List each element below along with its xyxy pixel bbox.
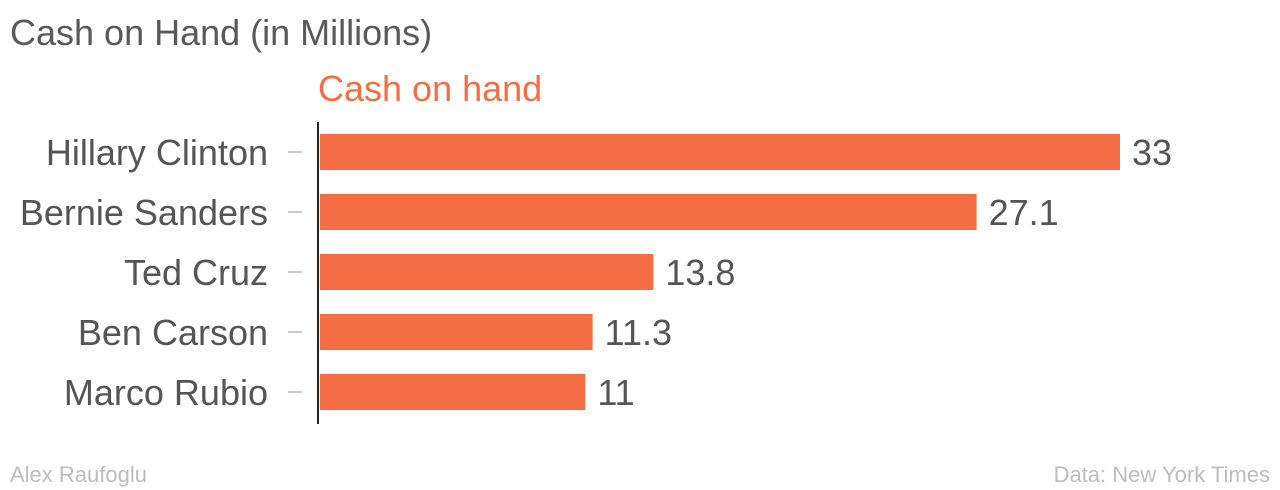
bar-ted-cruz (320, 254, 654, 290)
category-label-bernie-sanders: Bernie Sanders (20, 192, 268, 233)
value-label-ben-carson: 11.3 (605, 312, 672, 353)
chart-title: Cash on Hand (in Millions) (10, 12, 433, 53)
category-label-hillary-clinton: Hillary Clinton (46, 132, 268, 173)
value-label-bernie-sanders: 27.1 (989, 192, 1059, 233)
category-label-ben-carson: Ben Carson (78, 312, 268, 353)
bar-ben-carson (320, 314, 593, 350)
value-label-hillary-clinton: 33 (1132, 132, 1172, 173)
bar-hillary-clinton (320, 134, 1120, 170)
value-label-marco-rubio: 11 (597, 372, 634, 413)
bar-bernie-sanders (320, 194, 977, 230)
data-source: Data: New York Times (1053, 462, 1270, 487)
category-label-marco-rubio: Marco Rubio (64, 372, 268, 413)
category-label-ted-cruz: Ted Cruz (124, 252, 268, 293)
author-credit: Alex Raufoglu (10, 462, 147, 487)
bar-marco-rubio (320, 374, 586, 410)
value-label-ted-cruz: 13.8 (665, 252, 735, 293)
series-label: Cash on hand (318, 68, 543, 109)
